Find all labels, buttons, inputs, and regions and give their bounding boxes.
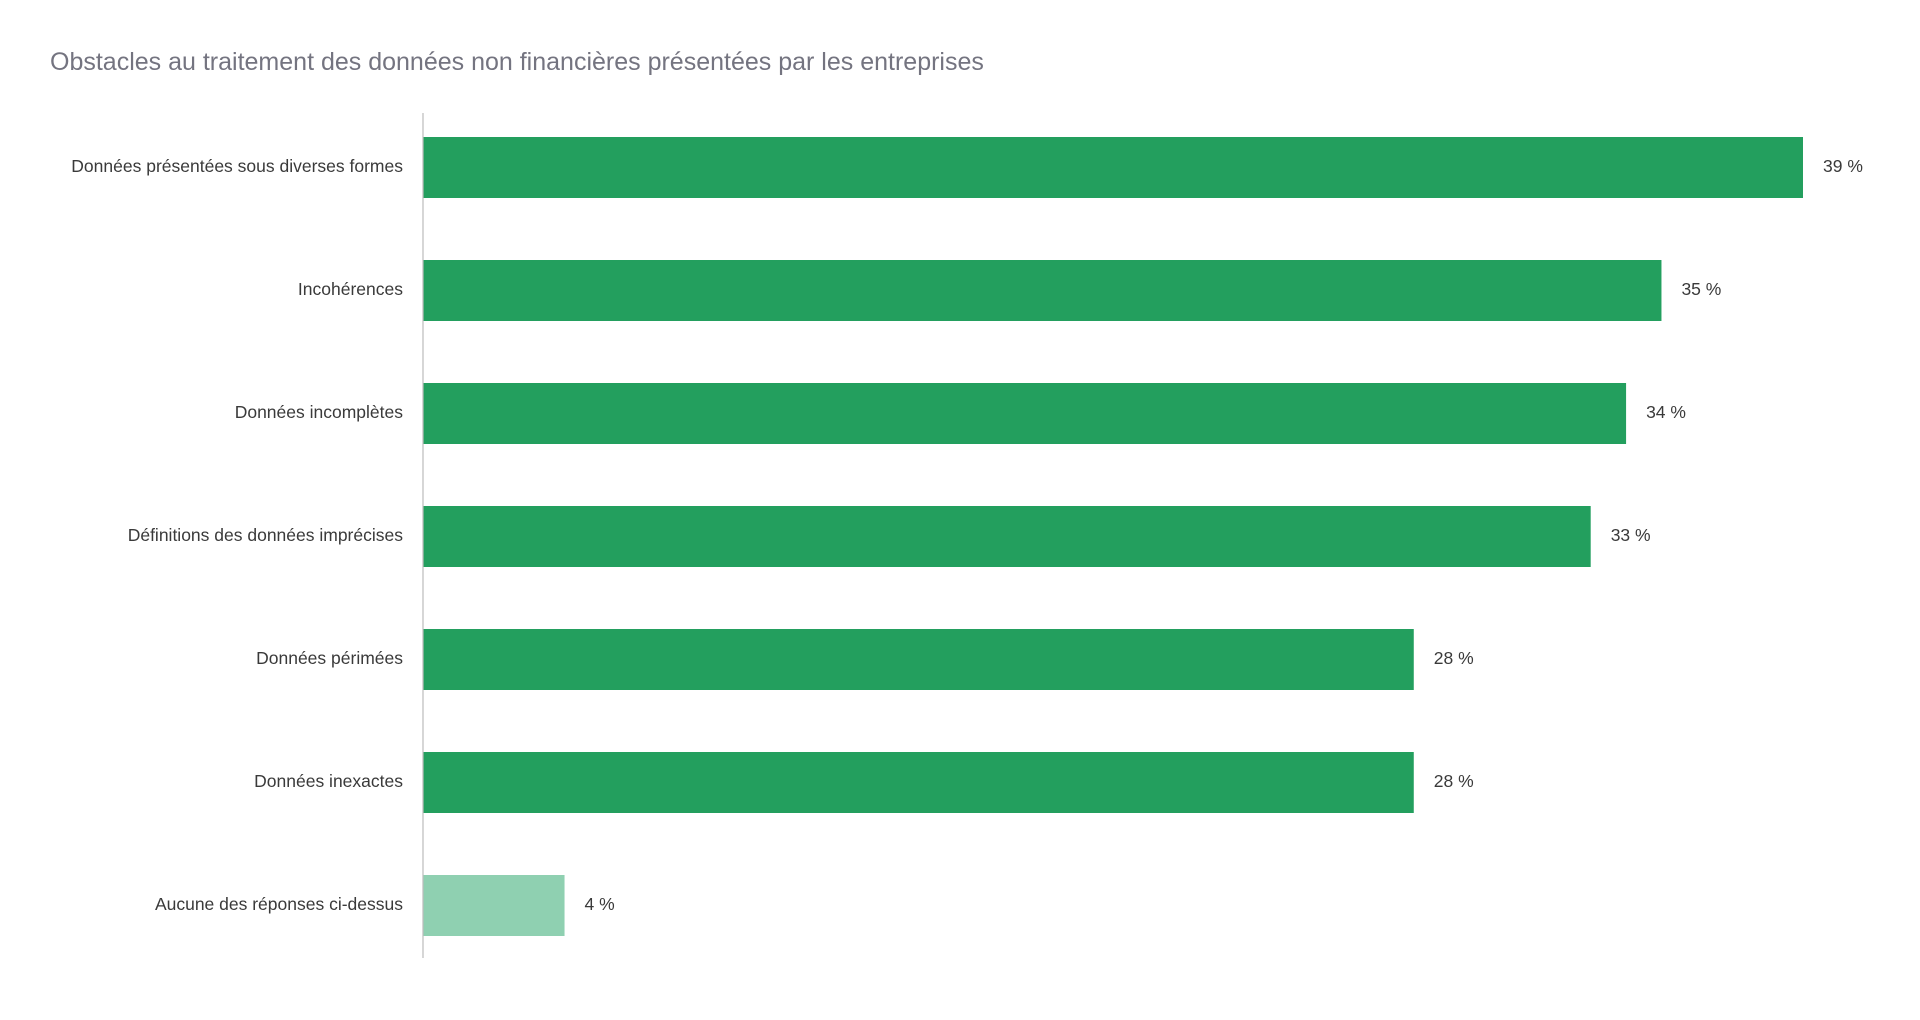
bar-5 [423, 629, 1414, 690]
bars-group [423, 137, 1803, 936]
category-labels-group: Données présentées sous diverses formes I… [71, 156, 403, 914]
bar-1 [423, 137, 1803, 198]
bar-2 [423, 260, 1662, 321]
value-label-4: 33 % [1611, 525, 1651, 545]
value-label-1: 39 % [1823, 156, 1863, 176]
category-label-6: Données inexactes [254, 771, 403, 791]
chart-title: Obstacles au traitement des données non … [50, 48, 984, 76]
bar-6 [423, 752, 1414, 813]
value-label-2: 35 % [1681, 279, 1721, 299]
value-label-5: 28 % [1434, 648, 1474, 668]
category-label-5: Données périmées [256, 648, 403, 668]
value-label-3: 34 % [1646, 402, 1686, 422]
category-label-2: Incohérences [298, 279, 403, 299]
category-label-1: Données présentées sous diverses formes [71, 156, 403, 176]
category-label-3: Données incomplètes [235, 402, 404, 422]
value-label-7: 4 % [585, 894, 615, 914]
category-label-4: Définitions des données imprécises [128, 525, 404, 545]
bar-4 [423, 506, 1591, 567]
value-labels-group: 39 % 35 % 34 % 33 % 28 % 28 % 4 % [585, 156, 1863, 914]
bar-3 [423, 383, 1627, 444]
category-label-7: Aucune des réponses ci-dessus [155, 894, 403, 914]
value-label-6: 28 % [1434, 771, 1474, 791]
bar-7 [423, 875, 565, 936]
